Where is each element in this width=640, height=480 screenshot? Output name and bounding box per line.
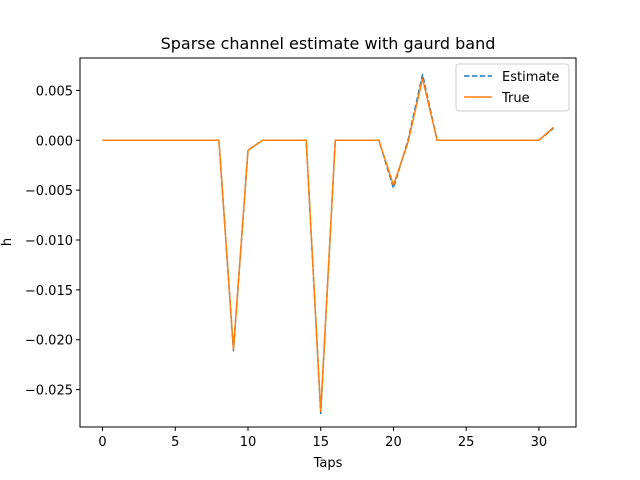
x-tick-label: 20 [385, 435, 402, 450]
x-tick-label: 5 [171, 435, 179, 450]
axes-frame [79, 57, 577, 428]
x-tick-label: 15 [312, 435, 329, 450]
y-axis-label: h [0, 238, 15, 246]
series-line-true [102, 77, 554, 413]
y-tick-label: −0.010 [25, 234, 73, 249]
x-tick-label: 30 [531, 435, 548, 450]
legend-label-true: True [501, 91, 530, 106]
y-axis: 0.005 0.000 −0.005 −0.010 −0.015 −0.020 −0.025 [25, 84, 80, 399]
y-tick-label: 0.005 [36, 84, 73, 99]
x-axis: 0 5 10 15 20 25 30 [98, 427, 547, 450]
plot-area [102, 73, 554, 415]
y-tick-label: −0.015 [25, 284, 73, 299]
x-tick-label: 25 [458, 435, 475, 450]
x-axis-label: Taps [313, 456, 343, 471]
chart-title: Sparse channel estimate with gaurd band [161, 34, 496, 53]
x-tick-label: 10 [240, 435, 257, 450]
legend: Estimate True [455, 63, 570, 112]
y-tick-label: −0.005 [25, 184, 73, 199]
legend-label-estimate: Estimate [502, 70, 559, 85]
y-tick-label: −0.020 [25, 334, 73, 349]
y-tick-label: 0.000 [36, 134, 73, 149]
y-tick-label: −0.025 [25, 384, 73, 399]
series-line-estimate [102, 73, 554, 415]
x-tick-label: 0 [98, 435, 106, 450]
